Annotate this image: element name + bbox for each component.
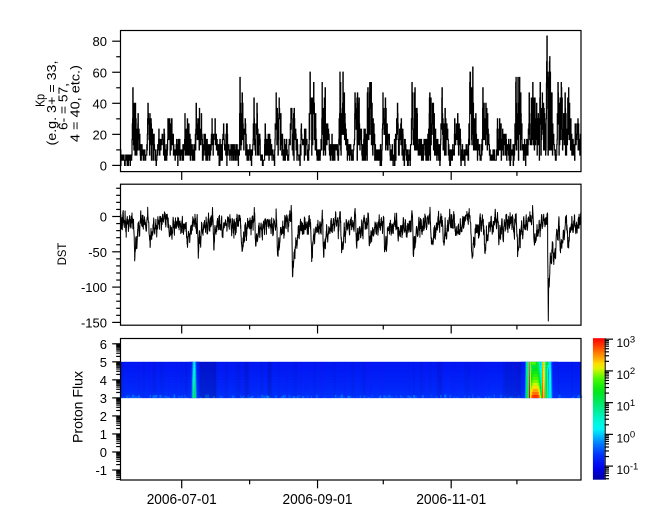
- svg-text:Proton Flux: Proton Flux: [70, 371, 86, 443]
- svg-text:40: 40: [93, 96, 107, 111]
- svg-text:6- = 57,: 6- = 57,: [57, 83, 71, 130]
- svg-text:0: 0: [100, 158, 107, 173]
- svg-text:2006-09-01: 2006-09-01: [283, 491, 353, 508]
- svg-text:-100: -100: [81, 280, 107, 295]
- svg-text:4 = 40, etc.): 4 = 40, etc.): [68, 65, 82, 142]
- svg-text:2: 2: [100, 409, 107, 424]
- svg-text:1: 1: [100, 427, 107, 442]
- svg-text:DST: DST: [55, 242, 69, 265]
- svg-text:4: 4: [100, 373, 107, 388]
- svg-text:80: 80: [93, 34, 107, 49]
- svg-text:-150: -150: [81, 315, 107, 330]
- svg-text:3: 3: [100, 391, 107, 406]
- svg-text:5: 5: [100, 355, 107, 370]
- svg-text:-1: -1: [95, 463, 107, 478]
- svg-text:(e.g. 3+ = 33,: (e.g. 3+ = 33,: [45, 61, 59, 146]
- svg-text:60: 60: [93, 65, 107, 80]
- svg-text:-50: -50: [88, 245, 107, 260]
- svg-text:2006-11-01: 2006-11-01: [416, 491, 486, 508]
- svg-text:2006-07-01: 2006-07-01: [147, 491, 217, 508]
- svg-text:20: 20: [93, 127, 107, 142]
- svg-text:0: 0: [100, 445, 107, 460]
- svg-text:0: 0: [100, 210, 107, 225]
- svg-text:6: 6: [100, 337, 107, 352]
- svg-text:Kp: Kp: [34, 94, 48, 107]
